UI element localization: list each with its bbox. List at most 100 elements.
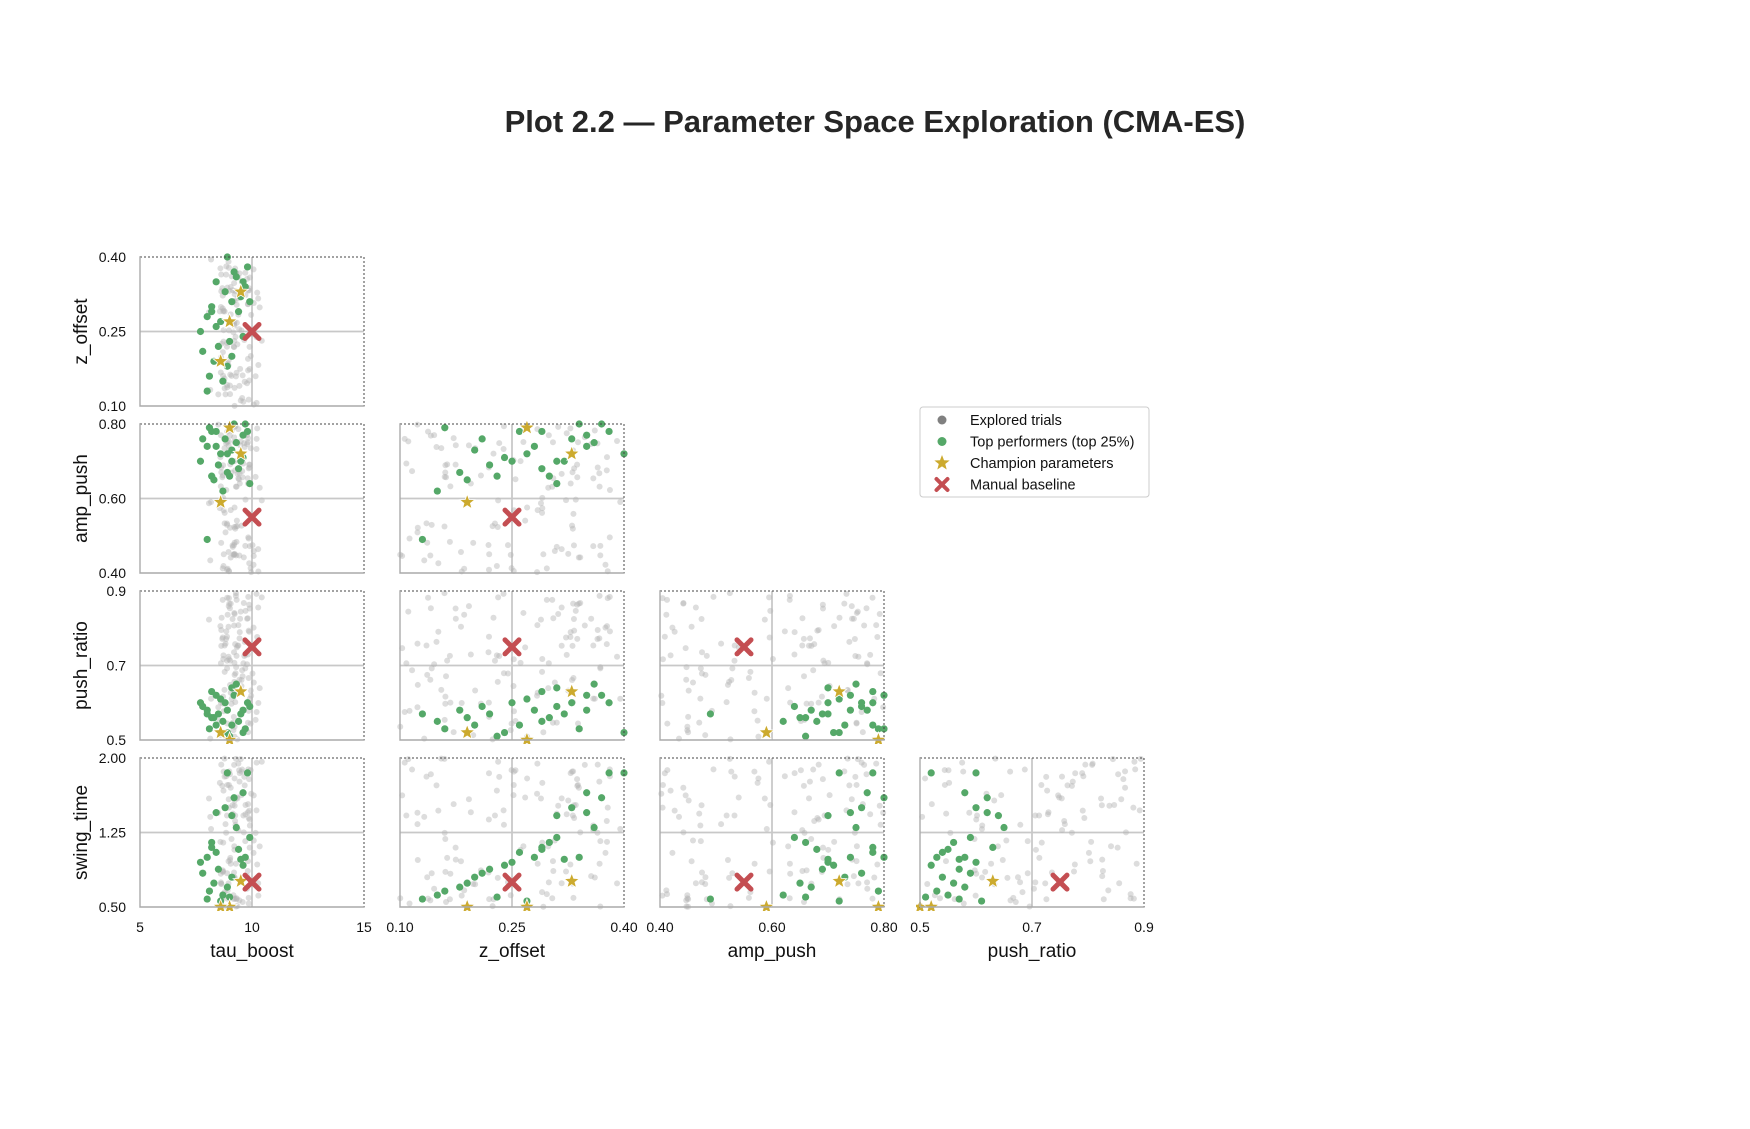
explored-point xyxy=(596,592,603,599)
explored-point xyxy=(458,892,465,899)
explored-point xyxy=(424,671,431,678)
y-axis-label: swing_time xyxy=(71,785,92,880)
legend-label: Manual baseline xyxy=(970,478,1076,494)
top-performer-point xyxy=(869,843,877,852)
explored-point xyxy=(237,756,244,763)
explored-point xyxy=(1004,874,1011,881)
explored-point xyxy=(232,670,239,677)
champion-star xyxy=(984,872,1002,889)
explored-point xyxy=(676,813,683,820)
explored-point xyxy=(853,843,860,850)
explored-point xyxy=(786,592,793,599)
explored-point xyxy=(245,396,252,403)
x-tick-label: 0.80 xyxy=(870,919,897,935)
top-performer-point xyxy=(538,687,546,696)
champion-star xyxy=(518,420,536,436)
explored-point xyxy=(867,811,874,818)
explored-point xyxy=(512,767,519,774)
explored-point xyxy=(849,615,856,622)
panel-z_offset-vs-tau_boost: 0.10 0.25 0.40 z_offset xyxy=(71,249,365,414)
explored-point xyxy=(249,542,256,549)
explored-point xyxy=(588,873,595,880)
top-performer-point xyxy=(530,853,539,861)
explored-point xyxy=(447,870,454,877)
explored-point xyxy=(727,903,734,910)
explored-point xyxy=(512,476,519,483)
top-performer-point xyxy=(530,442,539,450)
explored-point xyxy=(245,439,252,446)
explored-point xyxy=(238,768,245,775)
top-performer-point xyxy=(486,710,494,718)
explored-point xyxy=(1116,880,1123,887)
chart-title: Plot 2.2 — Parameter Space Exploration (… xyxy=(504,104,1246,139)
top-performer-point xyxy=(500,728,509,737)
explored-point xyxy=(242,665,249,672)
top-performer-point xyxy=(922,893,930,901)
top-performer-point xyxy=(508,858,516,866)
top-performer-point xyxy=(824,855,832,863)
explored-point xyxy=(594,761,601,768)
baseline-marker xyxy=(734,872,754,892)
explored-point xyxy=(553,543,560,550)
explored-point xyxy=(414,704,421,711)
explored-point xyxy=(558,470,565,477)
explored-point xyxy=(491,812,498,819)
explored-point xyxy=(232,817,239,824)
top-performer-point xyxy=(246,298,254,306)
explored-point xyxy=(239,667,246,674)
top-performer-point xyxy=(246,702,254,711)
explored-point xyxy=(540,551,547,558)
explored-point xyxy=(255,361,262,368)
top-performer-point xyxy=(234,845,243,853)
explored-point xyxy=(1043,896,1050,903)
explored-point xyxy=(797,767,804,774)
explored-point xyxy=(617,695,624,702)
explored-point xyxy=(446,896,453,903)
explored-point xyxy=(761,795,768,802)
explored-point xyxy=(1044,787,1051,794)
y-tick-label: 0.9 xyxy=(107,583,127,599)
top-performer-point xyxy=(938,873,947,881)
top-performer-point xyxy=(955,895,963,903)
explored-point xyxy=(401,435,408,442)
explored-point xyxy=(438,686,445,693)
explored-point xyxy=(235,622,242,629)
explored-point xyxy=(539,779,546,786)
top-performer-point xyxy=(545,714,553,722)
top-performer-point xyxy=(944,891,952,899)
explored-point xyxy=(692,880,699,887)
explored-point xyxy=(571,465,578,472)
explored-point xyxy=(869,594,876,601)
explored-point xyxy=(447,483,454,490)
y-tick-label: 0.50 xyxy=(99,899,126,915)
explored-point xyxy=(493,562,500,569)
explored-point xyxy=(428,665,435,672)
explored-point xyxy=(702,874,709,881)
explored-point xyxy=(220,307,227,314)
explored-point xyxy=(808,836,815,843)
explored-point xyxy=(237,615,244,622)
explored-point xyxy=(754,717,761,724)
top-performer-point xyxy=(852,823,860,832)
explored-point xyxy=(255,604,262,611)
explored-point xyxy=(574,782,581,789)
explored-point xyxy=(217,265,224,272)
explored-point xyxy=(696,810,703,817)
explored-point xyxy=(761,616,768,623)
top-performer-point xyxy=(790,833,799,842)
explored-point xyxy=(569,812,576,819)
explored-point xyxy=(861,622,868,629)
explored-point xyxy=(994,843,1001,850)
explored-point xyxy=(508,565,515,572)
explored-point xyxy=(558,880,565,887)
y-tick-label: 0.25 xyxy=(99,324,126,340)
explored-point xyxy=(604,595,611,602)
explored-point xyxy=(241,440,248,447)
explored-point xyxy=(786,860,793,867)
explored-point xyxy=(814,814,821,821)
explored-point xyxy=(223,263,230,270)
top-performer-point xyxy=(226,337,234,346)
explored-point xyxy=(766,634,773,641)
explored-point xyxy=(450,435,457,442)
explored-point xyxy=(470,732,477,739)
